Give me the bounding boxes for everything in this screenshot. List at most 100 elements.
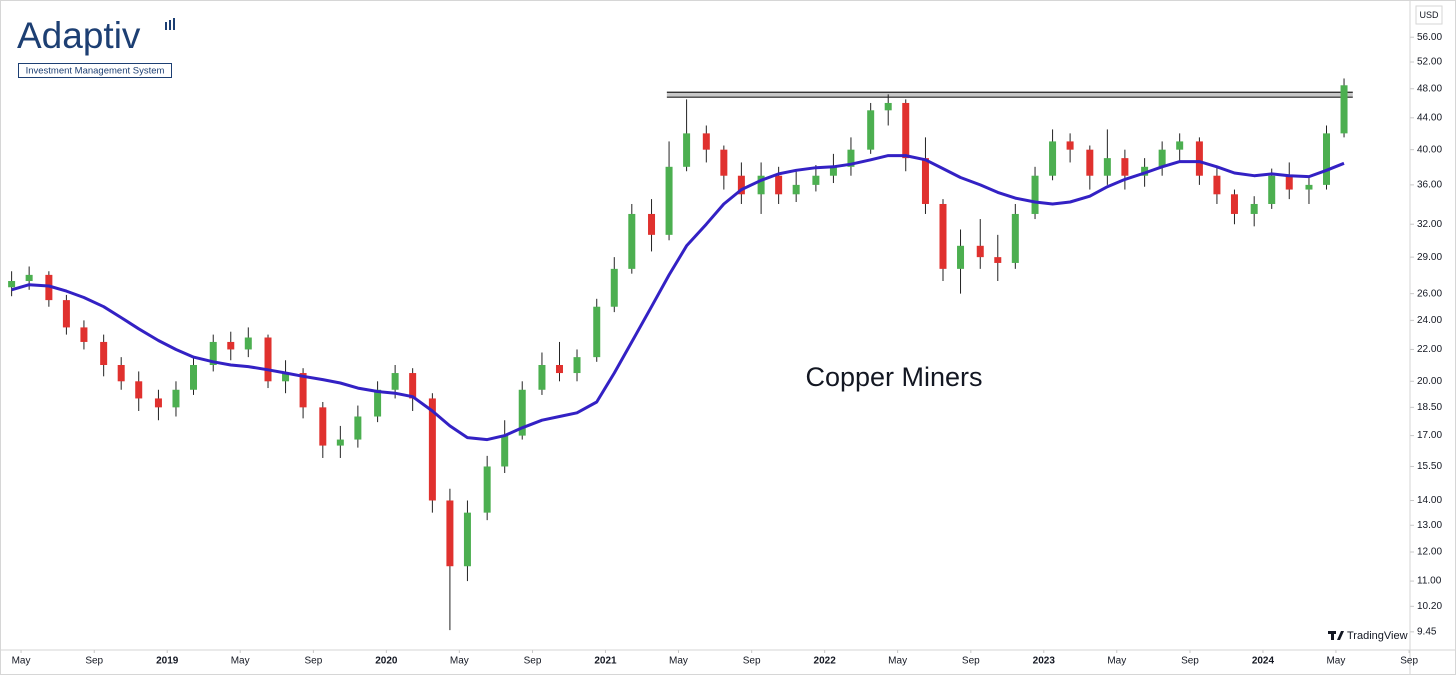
candle-body	[264, 337, 272, 382]
candle-body	[1049, 141, 1057, 176]
candle-body	[282, 373, 290, 382]
x-tick-label: 2020	[375, 656, 398, 667]
candle-body	[1230, 194, 1238, 214]
moving-average	[11, 154, 1345, 442]
watermark: TradingView	[1347, 630, 1408, 642]
y-tick-label: 9.45	[1417, 626, 1437, 637]
candle-body	[244, 337, 252, 350]
y-tick-label: 48.00	[1417, 83, 1442, 94]
candle-body	[555, 364, 563, 374]
candle-body	[867, 110, 875, 150]
candle-body	[446, 500, 454, 567]
candle-body	[319, 407, 327, 446]
candle-body	[227, 341, 235, 350]
candle-body	[409, 373, 417, 399]
y-tick-label: 11.00	[1417, 576, 1442, 587]
candle-body	[25, 274, 33, 282]
candle-body	[628, 213, 636, 269]
y-tick-label: 26.00	[1417, 288, 1442, 299]
candle-body	[1195, 141, 1203, 176]
x-tick-label: 2023	[1033, 656, 1056, 667]
x-tick-label: May	[888, 656, 907, 667]
y-tick-label: 18.50	[1417, 402, 1442, 413]
candle-body	[1103, 158, 1111, 176]
candle-body	[921, 158, 929, 204]
candle-body	[683, 133, 691, 167]
candle-body	[775, 175, 783, 195]
x-tick-label: May	[450, 656, 469, 667]
annotation: Copper Miners	[805, 362, 982, 392]
candle-body	[1066, 141, 1074, 150]
candle-body	[1176, 141, 1184, 150]
candle-body	[117, 364, 125, 382]
candle-body	[994, 257, 1002, 263]
candle-body	[593, 306, 601, 358]
y-tick-label: 12.00	[1417, 547, 1442, 558]
candle-body	[573, 357, 581, 374]
x-tick-label: Sep	[304, 656, 322, 667]
candle-body	[1158, 149, 1166, 167]
x-tick-label: 2024	[1252, 656, 1275, 667]
candle-body	[518, 389, 526, 436]
candle-body	[648, 213, 656, 235]
x-tick-label: May	[231, 656, 250, 667]
candle-body	[1031, 175, 1039, 214]
candle-body	[501, 435, 509, 467]
candle-body	[80, 327, 88, 342]
currency: USD	[1419, 10, 1439, 20]
candle-body	[391, 373, 399, 390]
candle-body	[463, 512, 471, 567]
candle-body	[610, 268, 618, 307]
price-axis-panel	[1410, 1, 1455, 650]
y-tick-label: 40.00	[1417, 144, 1442, 155]
x-tick-label: Sep	[524, 656, 542, 667]
logo-tagline-box	[18, 63, 172, 78]
candle-body	[1121, 158, 1129, 176]
candle-body	[792, 184, 800, 195]
candle-body	[1285, 175, 1293, 190]
resistance-band	[666, 92, 1353, 98]
candle-body	[1213, 175, 1221, 195]
x-tick-label: 2021	[594, 656, 617, 667]
y-tick-label: 14.00	[1417, 495, 1442, 506]
x-tick-label: Sep	[743, 656, 761, 667]
x-tick-label: Sep	[1400, 656, 1418, 667]
candle-body	[8, 281, 16, 288]
y-tick-label: 29.00	[1417, 252, 1442, 263]
candle-body	[374, 389, 382, 417]
candle-body	[1305, 184, 1313, 190]
y-tick-label: 15.50	[1417, 461, 1442, 472]
candle-body	[336, 439, 344, 446]
candle-body	[354, 416, 362, 440]
logo-tagline: Investment Management System	[26, 66, 165, 77]
y-tick-label: 22.00	[1417, 344, 1442, 355]
candle-body	[154, 398, 162, 408]
x-tick-label: 2022	[814, 656, 837, 667]
x-tick-label: Sep	[85, 656, 103, 667]
x-tick-label: 2019	[156, 656, 179, 667]
x-tick-label: May	[12, 656, 31, 667]
candle-body	[172, 389, 180, 408]
candle-body	[1011, 213, 1019, 263]
y-tick-label: 32.00	[1417, 219, 1442, 230]
candle-body	[702, 133, 710, 150]
y-tick-label: 56.00	[1417, 32, 1442, 43]
candle-body	[190, 364, 198, 390]
candle-body	[209, 341, 217, 365]
candle-body	[135, 381, 143, 399]
candle-body	[829, 166, 837, 176]
currency-box	[1415, 5, 1443, 25]
y-tick-label: 44.00	[1417, 112, 1442, 123]
candle-body	[428, 398, 436, 501]
candle-body	[299, 373, 307, 408]
y-tick-label: 17.00	[1417, 430, 1442, 441]
x-tick-label: May	[1326, 656, 1345, 667]
candle-body	[1141, 166, 1149, 176]
candle-body	[847, 149, 855, 167]
candle-body	[483, 466, 491, 513]
y-tick-label: 52.00	[1417, 57, 1442, 68]
logo-icon	[165, 18, 175, 30]
candle-body	[100, 341, 108, 365]
x-tick-label: Sep	[1181, 656, 1199, 667]
